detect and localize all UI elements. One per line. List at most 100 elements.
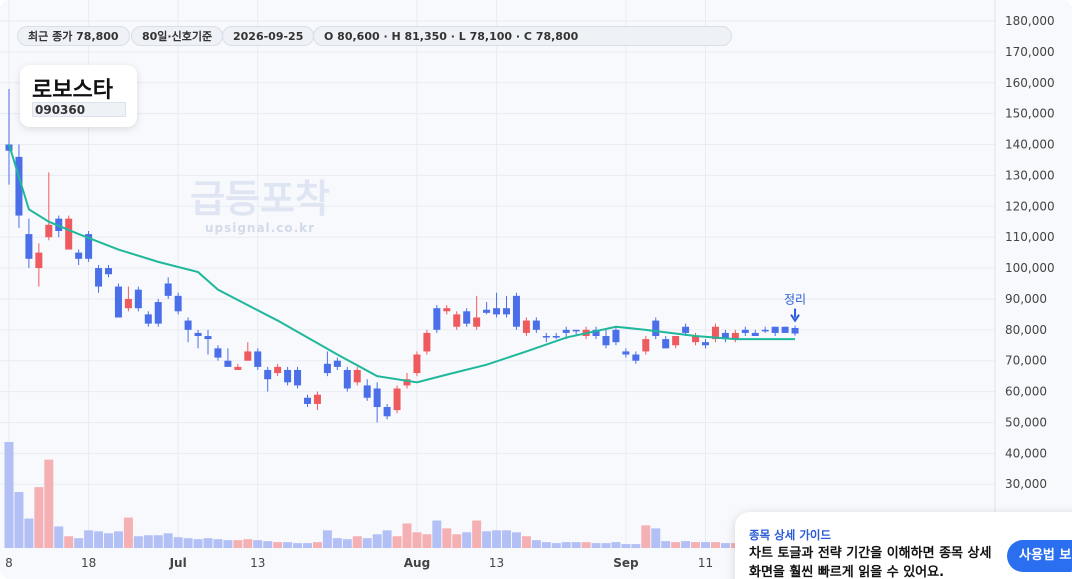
volume-bar	[720, 543, 730, 548]
volume-bar	[541, 542, 551, 548]
candle-body	[522, 320, 530, 333]
volume-bar	[14, 492, 24, 548]
candle-body	[702, 342, 709, 346]
candle-body	[214, 348, 222, 358]
candle-body	[164, 283, 172, 296]
y-tick-label: 150,000	[1005, 107, 1055, 121]
candle-body	[95, 268, 103, 287]
annotation-label: 정리	[784, 293, 806, 307]
candle-body	[45, 224, 53, 238]
volume-bar	[123, 517, 133, 548]
volume-bar	[133, 536, 143, 548]
volume-bar	[382, 530, 392, 548]
candle-body	[652, 320, 660, 336]
y-tick-label: 180,000	[1005, 14, 1055, 28]
volume-bar	[94, 531, 104, 548]
volume-bar	[322, 530, 332, 548]
volume-bar	[342, 539, 352, 548]
candle-body	[124, 298, 132, 309]
volume-bar	[44, 459, 54, 548]
volume-bar	[362, 538, 372, 548]
ma-line	[8, 144, 796, 384]
volume-bar	[422, 534, 432, 548]
candle-body	[493, 308, 501, 315]
volume-bar	[273, 542, 283, 548]
candle-body	[771, 326, 779, 333]
candle-body	[274, 366, 282, 374]
candle-body	[75, 252, 83, 259]
candle-body	[542, 336, 550, 338]
volume-bar	[511, 532, 521, 548]
y-tick-label: 60,000	[1005, 385, 1047, 399]
y-tick-label: 140,000	[1005, 138, 1055, 152]
volume-bar	[571, 542, 581, 548]
annotation-arrow	[790, 308, 800, 323]
volume-bar	[691, 542, 701, 548]
candle-body	[483, 309, 491, 313]
candle-body	[463, 311, 471, 324]
volume-bar	[551, 543, 561, 548]
candle-body	[662, 339, 670, 349]
volume-bar	[521, 536, 531, 548]
volume-bar	[253, 540, 263, 548]
candle-body	[433, 308, 441, 330]
x-tick-label: Aug	[404, 556, 430, 570]
guide-popup: 종목 상세 가이드 차트 토글과 전략 기간을 이해하면 종목 상세 화면을 훨…	[735, 512, 1072, 579]
volume-bar	[402, 523, 412, 548]
volume-bar	[54, 526, 64, 548]
candle-body	[393, 388, 401, 411]
volume-bar	[671, 542, 681, 548]
candle-body	[363, 385, 371, 398]
volume-bar	[372, 534, 382, 548]
candle-body	[781, 326, 789, 333]
candle-body	[224, 360, 232, 367]
volume-bar	[143, 535, 153, 548]
y-tick-label: 100,000	[1005, 261, 1055, 275]
candle-body	[154, 302, 162, 324]
candle-body	[323, 363, 331, 374]
volume-bar	[352, 536, 362, 548]
candle-body	[105, 268, 112, 275]
x-tick-label: Jul	[169, 556, 187, 570]
candle-body	[35, 252, 43, 269]
candle-body	[751, 332, 759, 336]
candle-body	[234, 366, 242, 370]
candle-body	[711, 326, 719, 340]
y-tick-label: 120,000	[1005, 199, 1055, 213]
volume-bar	[113, 531, 123, 548]
volume-bar	[482, 531, 492, 548]
candle-body	[632, 354, 640, 361]
volume-bar	[492, 530, 502, 548]
x-tick-label: 13	[250, 556, 265, 570]
y-tick-label: 170,000	[1005, 45, 1055, 59]
stock-code: 090360	[32, 102, 126, 117]
volume-bar	[263, 541, 273, 548]
y-tick-label: 30,000	[1005, 477, 1047, 491]
volume-bar	[243, 539, 253, 548]
volume-bar	[591, 543, 601, 548]
volume-bar	[183, 538, 193, 548]
candle-body	[761, 329, 769, 332]
candle-body	[423, 332, 431, 352]
candle-body	[532, 320, 540, 330]
candle-body	[602, 336, 610, 346]
volume-bar	[681, 541, 691, 548]
candle-body	[721, 332, 729, 340]
volume-bar	[561, 542, 571, 548]
volume-bar	[661, 541, 671, 548]
candle-body	[562, 329, 570, 333]
volume-bar	[432, 520, 442, 548]
volume-bar	[203, 538, 213, 548]
volume-bar	[74, 538, 84, 548]
candle-body	[254, 351, 262, 367]
candle-body	[313, 394, 321, 404]
y-tick-label: 80,000	[1005, 323, 1047, 337]
y-tick-label: 130,000	[1005, 168, 1055, 182]
candle-body	[244, 351, 252, 361]
x-tick-label: 11	[698, 556, 713, 570]
volume-bar	[283, 542, 293, 548]
guide-button[interactable]: 사용법 보기	[1007, 540, 1072, 572]
volume-bar	[601, 543, 611, 548]
candle-body	[25, 234, 33, 259]
